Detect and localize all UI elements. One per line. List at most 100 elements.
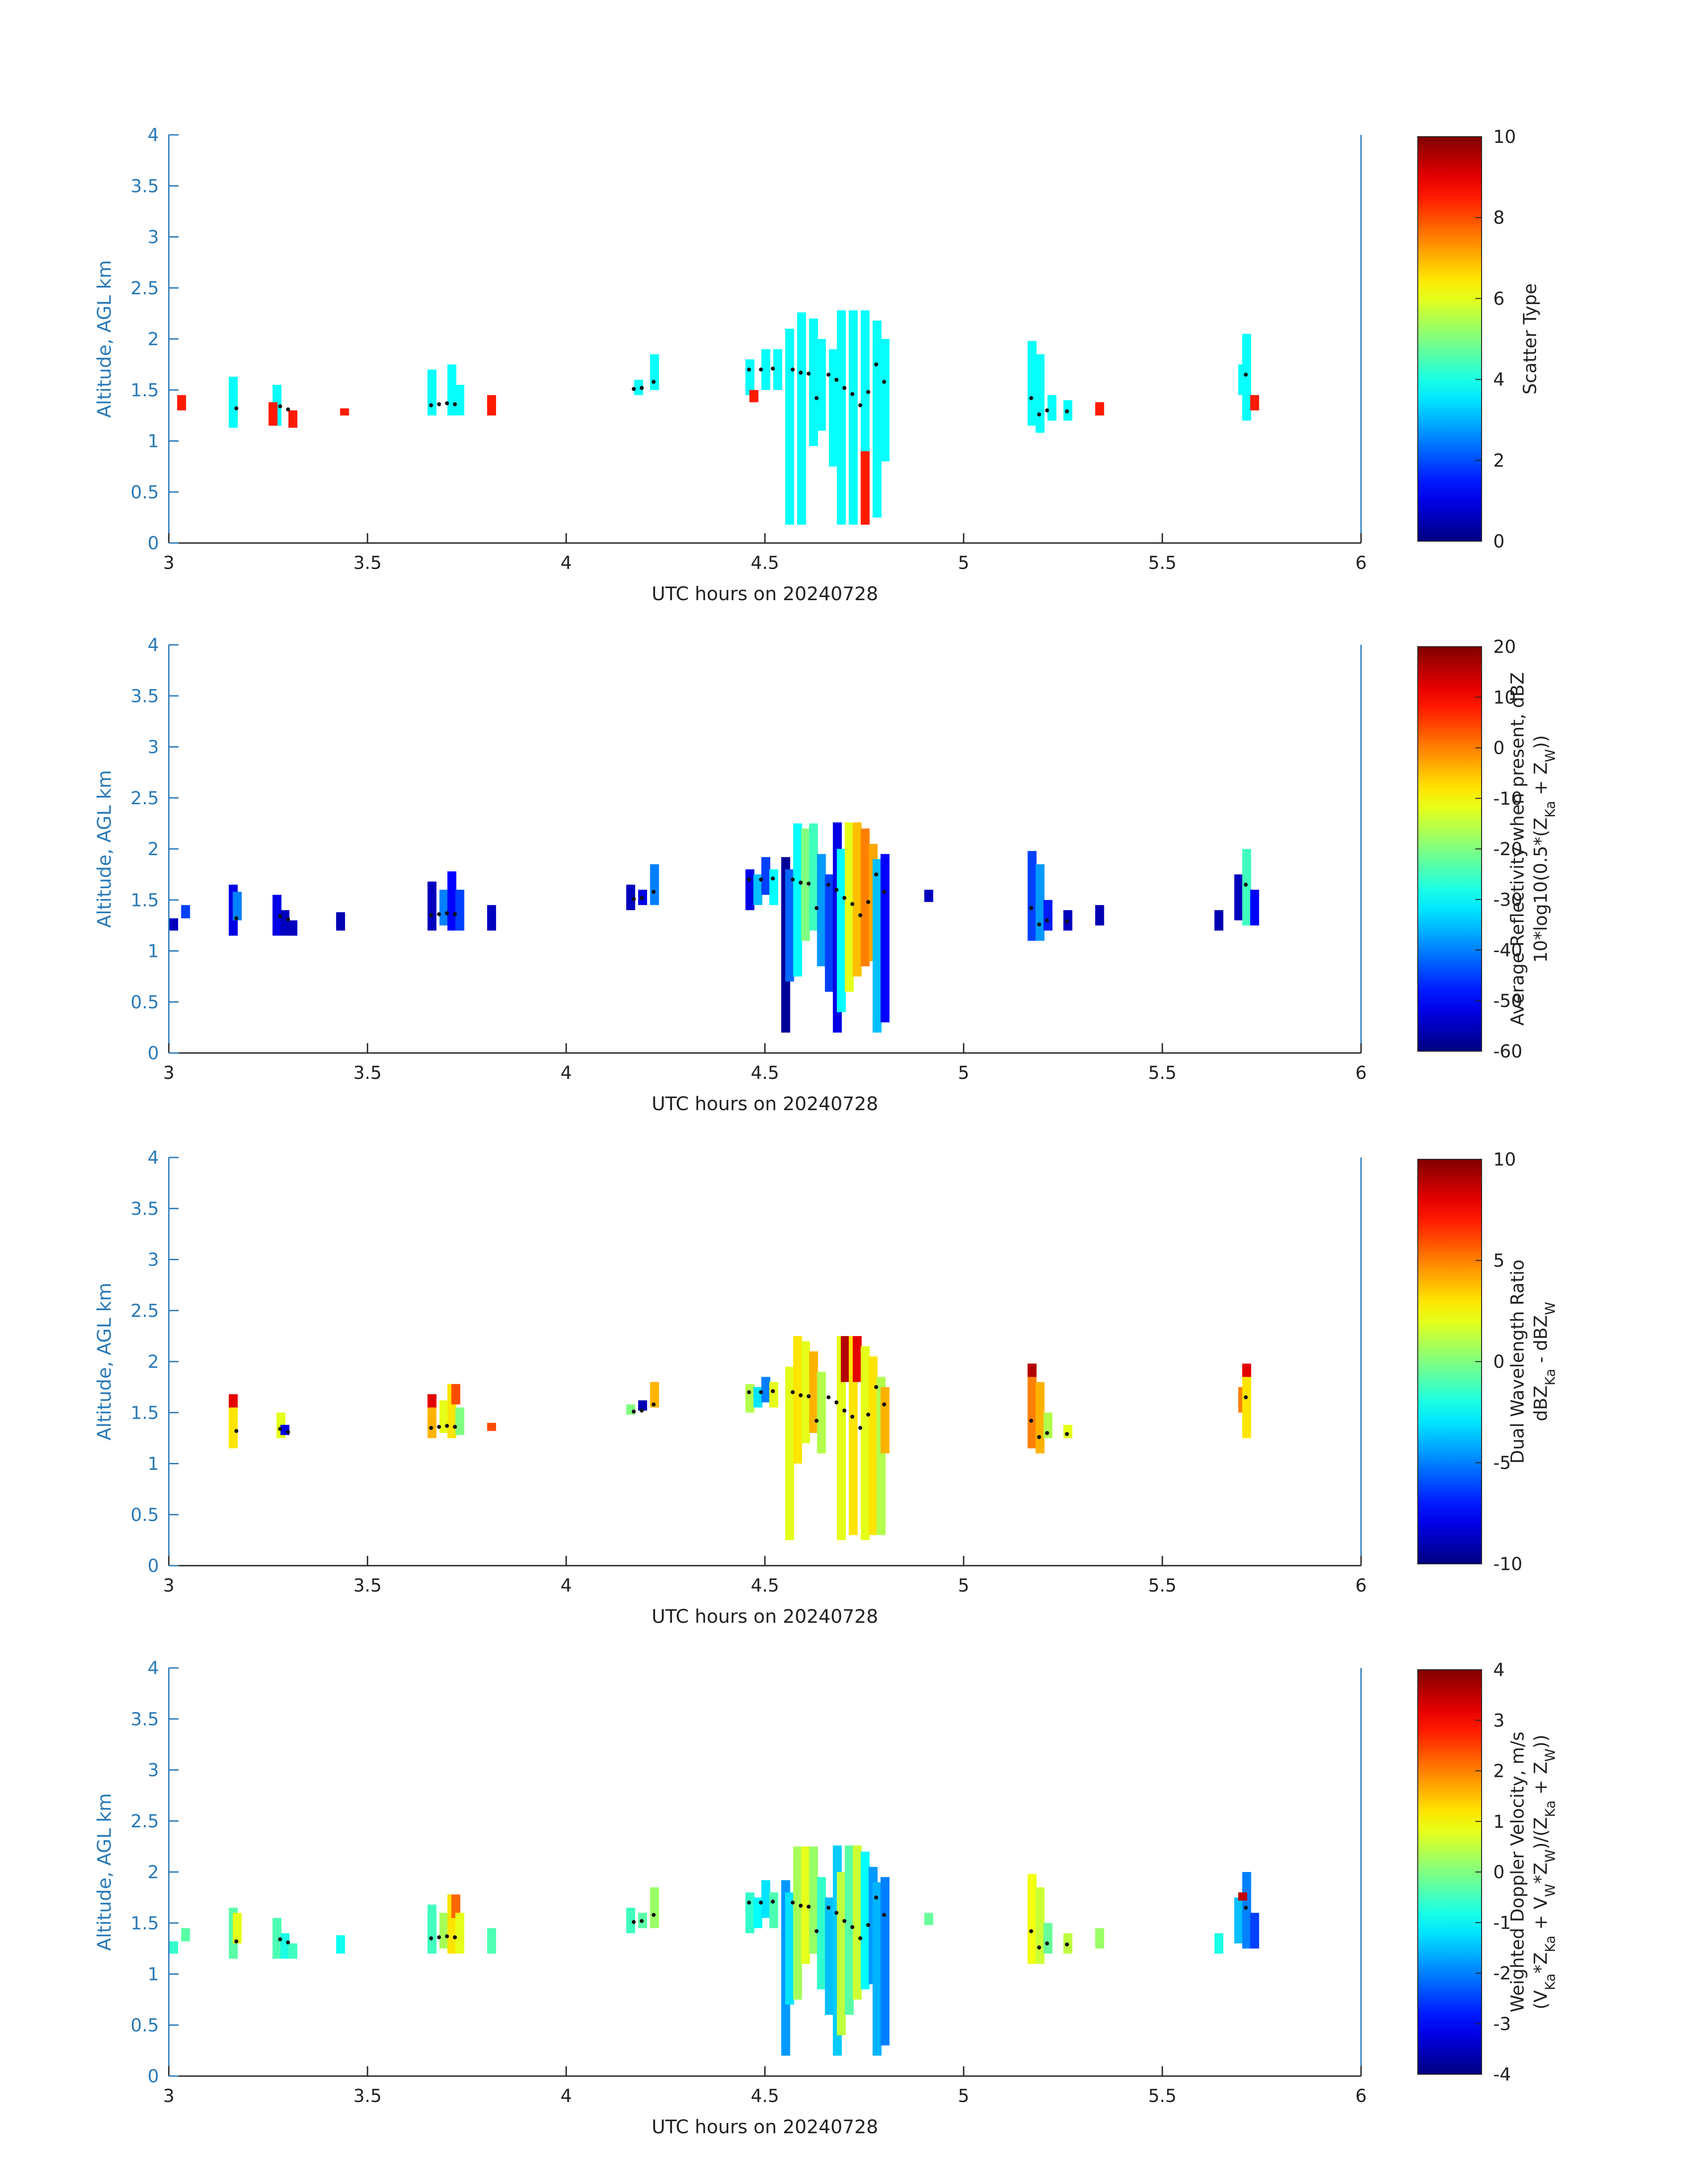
marker-point: [1065, 1942, 1069, 1947]
y-tick-label: 0.5: [130, 992, 159, 1013]
marker-point: [790, 877, 795, 882]
colorbar-tick-label: 0: [1493, 531, 1504, 552]
marker-point: [874, 1895, 878, 1900]
data-cell: [336, 1935, 345, 1954]
colorbar-label-formula: (VKa*ZKa + VW*ZW)/(ZKa + ZW)): [1531, 1734, 1558, 2009]
y-tick-label: 1.5: [130, 890, 159, 911]
data-cell: [233, 892, 242, 920]
data-cell: [844, 1845, 854, 2015]
marker-point: [278, 1937, 282, 1942]
x-tick-label: 5.5: [1148, 553, 1177, 573]
data-cell: [745, 359, 755, 395]
data-cell: [439, 1913, 449, 1949]
marker-point: [639, 1408, 644, 1413]
marker-point: [882, 380, 886, 384]
marker-point: [453, 402, 457, 406]
marker-point: [850, 1414, 855, 1419]
marker-point: [790, 1390, 795, 1394]
data-cell: [881, 854, 889, 1023]
data-cell: [844, 822, 854, 992]
y-axis-label: Altitude, AGL km: [93, 1283, 115, 1440]
data-cell: [745, 1892, 755, 1934]
marker-point: [631, 1409, 636, 1414]
data-cell: [745, 1384, 755, 1413]
y-tick-label: 2: [148, 839, 159, 860]
marker-point: [866, 1923, 870, 1927]
marker-point: [1244, 372, 1248, 377]
data-cell: [447, 364, 456, 416]
data-cell: [626, 1908, 635, 1934]
data-cell: [169, 918, 178, 931]
data-cell: [817, 1371, 826, 1454]
x-tick-label: 4: [560, 1063, 572, 1083]
y-tick-label: 3.5: [130, 1199, 159, 1219]
data-cell: [1242, 1363, 1251, 1438]
marker-point: [858, 1426, 863, 1430]
y-tick-label: 1: [148, 1964, 159, 1985]
y-tick-label: 3.5: [130, 686, 159, 706]
marker-point: [1244, 882, 1248, 887]
marker-point: [882, 1913, 886, 1917]
data-cell: [837, 849, 846, 1012]
marker-point: [747, 368, 751, 372]
x-tick-label: 5.5: [1148, 1575, 1177, 1596]
y-tick-label: 4: [148, 1658, 159, 1679]
x-tick-label: 3: [163, 1575, 174, 1596]
colorbar-tick-label: 20: [1493, 637, 1516, 657]
data-cell: [336, 912, 345, 931]
marker-point: [866, 390, 870, 394]
data-cell: [169, 1941, 178, 1954]
marker-point: [806, 1905, 811, 1909]
colorbar-tick-label: 0: [1493, 738, 1504, 759]
marker-point: [445, 911, 449, 915]
data-cells: [169, 1845, 1259, 2056]
marker-point: [1065, 919, 1069, 923]
y-axis-label: Altitude, AGL km: [93, 770, 115, 928]
marker-point: [1065, 1432, 1069, 1436]
y-tick-label: 2: [148, 1862, 159, 1883]
y-tick-label: 3: [148, 227, 159, 248]
data-cell: [1214, 1933, 1224, 1954]
colorbar-tick-label: 8: [1493, 208, 1504, 228]
marker-point: [639, 1919, 644, 1923]
marker-point: [866, 900, 870, 904]
x-tick-label: 3.5: [353, 2086, 382, 2106]
marker-point: [1037, 1945, 1041, 1950]
data-cell: [650, 1382, 659, 1408]
data-cell: [1036, 864, 1045, 941]
data-cell: [280, 910, 290, 936]
data-cell: [761, 1880, 770, 1918]
y-tick-label: 2.5: [130, 1301, 159, 1321]
marker-point: [866, 1412, 870, 1417]
data-cell: [1214, 910, 1224, 931]
colorbar-tick-label: -10: [1493, 1554, 1522, 1575]
x-tick-label: 4.5: [751, 1575, 779, 1596]
marker-point: [234, 1939, 238, 1943]
data-cell: [451, 1384, 460, 1404]
data-cell: [634, 380, 643, 395]
data-cell: [451, 1894, 460, 1918]
data-cell: [785, 1892, 794, 2005]
data-cell: [1095, 1928, 1104, 1949]
marker-point: [759, 1390, 763, 1394]
marker-point: [1037, 412, 1041, 417]
marker-point: [747, 877, 751, 882]
data-cell: [650, 354, 659, 390]
data-cell: [773, 349, 782, 390]
marker-point: [850, 392, 855, 396]
data-cell: [427, 1394, 437, 1408]
data-cell: [809, 1846, 818, 1954]
marker-point: [651, 890, 656, 894]
x-tick-label: 3.5: [353, 1575, 382, 1596]
data-cell: [1027, 341, 1037, 426]
data-cell: [881, 1387, 889, 1454]
data-cell: [1027, 1363, 1037, 1377]
x-tick-label: 6: [1355, 1575, 1366, 1596]
marker-point: [1244, 1395, 1248, 1400]
x-axis-label: UTC hours on 20240728: [651, 2116, 878, 2138]
marker-point: [1244, 1905, 1248, 1910]
marker-point: [874, 872, 878, 877]
x-tick-label: 4: [560, 1575, 572, 1596]
marker-point: [826, 372, 831, 377]
